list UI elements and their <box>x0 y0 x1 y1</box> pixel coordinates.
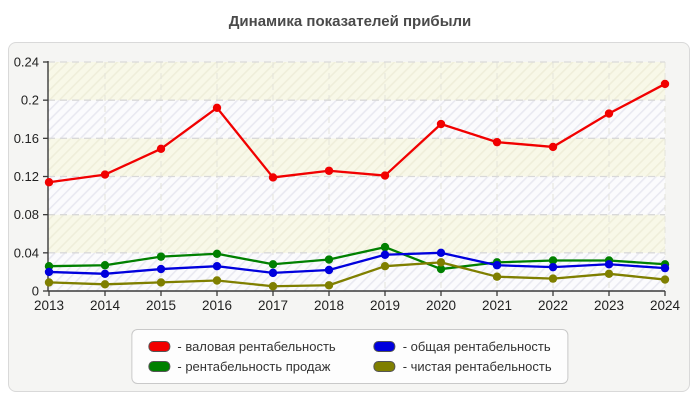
svg-text:2018: 2018 <box>314 298 344 313</box>
legend-swatch-net-profitability <box>373 361 396 372</box>
svg-text:2023: 2023 <box>594 298 624 313</box>
svg-text:0.16: 0.16 <box>14 131 39 146</box>
legend-label: - рентабельность продаж <box>177 359 331 374</box>
svg-text:0.04: 0.04 <box>14 245 39 260</box>
svg-text:2014: 2014 <box>90 298 121 313</box>
legend-item-sales-profitability: - рентабельность продаж <box>148 359 335 374</box>
svg-text:2024: 2024 <box>650 298 681 313</box>
svg-text:2016: 2016 <box>202 298 232 313</box>
legend-swatch-gross-profitability <box>148 341 171 352</box>
svg-text:2020: 2020 <box>426 298 456 313</box>
legend-swatch-total-profitability <box>373 341 396 352</box>
chart-legend: - валовая рентабельность - общая рентабел… <box>131 329 569 384</box>
svg-text:2022: 2022 <box>538 298 568 313</box>
legend-label: - чистая рентабельность <box>402 359 552 374</box>
svg-text:2013: 2013 <box>34 298 64 313</box>
legend-item-total-profitability: - общая рентабельность <box>373 339 552 354</box>
svg-text:2021: 2021 <box>482 298 512 313</box>
legend-label: - общая рентабельность <box>402 339 551 354</box>
svg-text:0.2: 0.2 <box>21 93 39 108</box>
svg-text:0.08: 0.08 <box>14 207 39 222</box>
page-title: Динамика показателей прибыли <box>228 13 472 30</box>
svg-text:2019: 2019 <box>370 298 400 313</box>
legend-item-net-profitability: - чистая рентабельность <box>373 359 552 374</box>
svg-text:2017: 2017 <box>258 298 288 313</box>
legend-label: - валовая рентабельность <box>177 339 336 354</box>
legend-swatch-sales-profitability <box>148 361 171 372</box>
svg-text:0.12: 0.12 <box>14 169 39 184</box>
svg-text:0: 0 <box>32 284 39 299</box>
legend-item-gross-profitability: - валовая рентабельность <box>148 339 336 354</box>
svg-text:0.24: 0.24 <box>14 55 39 70</box>
svg-text:2015: 2015 <box>146 298 176 313</box>
